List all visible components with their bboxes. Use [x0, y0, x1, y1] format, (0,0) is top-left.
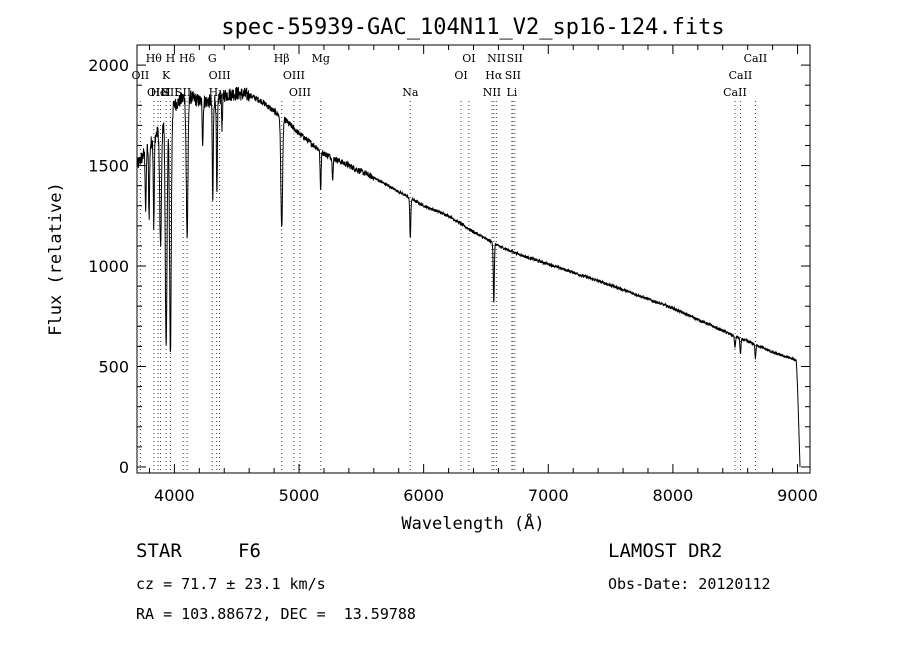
line-marker-label: NII — [483, 86, 501, 99]
y-tick-label: 1000 — [88, 257, 129, 276]
line-marker-label: SII — [162, 86, 178, 99]
line-marker-label: SII — [505, 69, 521, 82]
line-marker-label: OIII — [283, 69, 305, 82]
line-marker-label: Na — [402, 86, 419, 99]
line-marker-label: Hα — [485, 69, 503, 82]
redshift-velocity: cz = 71.7 ± 23.1 km/s — [136, 575, 326, 593]
line-marker-label: OIII — [289, 86, 311, 99]
line-marker-label: HeI — [150, 86, 170, 99]
line-marker-label: H — [166, 52, 176, 65]
y-tick-label: 2000 — [88, 56, 129, 75]
plot-frame — [136, 44, 811, 474]
chart-title: spec-55939-GAC_104N11_V2_sp16-124.fits — [221, 15, 724, 40]
line-marker-label: CaII — [723, 86, 747, 99]
object-class: STAR — [136, 540, 182, 562]
line-marker-label: CaII — [744, 52, 768, 65]
line-marker-label: Hδ — [179, 52, 196, 65]
line-marker-label: OIII — [147, 86, 169, 99]
line-marker-label: K — [162, 69, 171, 82]
line-marker-label: OI — [454, 69, 467, 82]
y-tick-label: 0 — [119, 458, 129, 477]
line-marker-label: CaII — [729, 69, 753, 82]
x-tick-label: 4000 — [154, 486, 195, 505]
line-marker-label: SII — [507, 52, 523, 65]
survey-name: LAMOST DR2 — [608, 540, 723, 562]
x-tick-label: 9000 — [777, 486, 818, 505]
line-marker-label: Hθ — [146, 52, 163, 65]
line-marker-label: OII — [132, 69, 150, 82]
x-tick-label: 8000 — [653, 486, 694, 505]
spectrum-line — [136, 86, 801, 468]
coordinates: RA = 103.88672, DEC = 13.59788 — [136, 605, 416, 623]
line-markers: OIIHθOIIIHeIKHSIIHδSIIGOIIIHγHβOIIIOIIIM… — [132, 52, 768, 473]
line-marker-label: OIII — [209, 69, 231, 82]
line-marker-label: Hγ — [209, 86, 226, 99]
line-marker-label: Li — [506, 86, 517, 99]
x-tick-label: 5000 — [279, 486, 320, 505]
observation-date: Obs-Date: 20120112 — [608, 575, 771, 593]
y-tick-label: 1500 — [88, 157, 129, 176]
axis-ticks: 4000 5000 6000 7000 8000 9000 0 500 1000 1500 2000 — [88, 45, 818, 505]
line-marker-label: Hβ — [274, 52, 290, 65]
line-marker-label: Mg — [312, 52, 330, 65]
x-tick-label: 6000 — [403, 486, 444, 505]
line-marker-label: OI — [462, 52, 475, 65]
x-axis-label: Wavelength (Å) — [401, 512, 544, 534]
line-marker-label: G — [208, 52, 217, 65]
line-marker-label: NII — [487, 52, 505, 65]
x-tick-label: 7000 — [528, 486, 569, 505]
object-subclass: F6 — [238, 540, 261, 562]
y-axis-label: Flux (relative) — [46, 182, 66, 336]
y-tick-label: 500 — [98, 358, 129, 377]
